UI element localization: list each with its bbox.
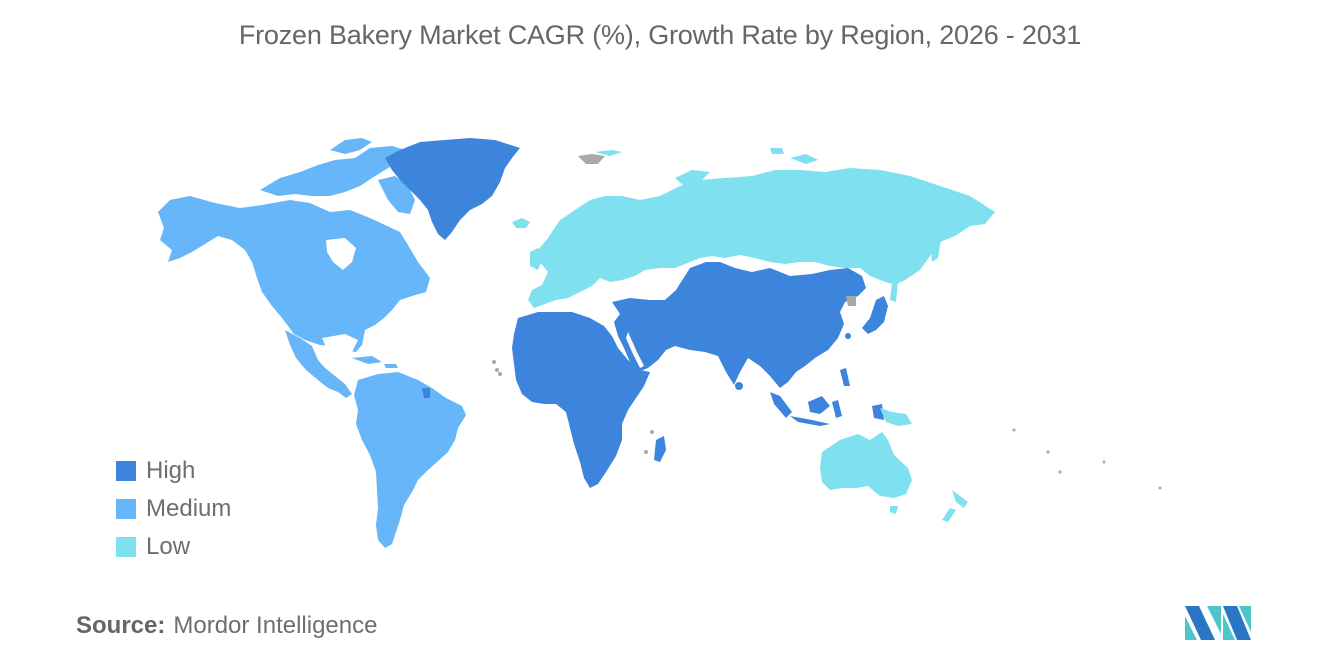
region-north-america xyxy=(158,138,430,398)
minor-islands xyxy=(492,360,1162,490)
region-greenland xyxy=(385,138,520,240)
legend-label: Low xyxy=(146,533,191,560)
north-korea xyxy=(846,296,856,306)
legend-swatch-high xyxy=(116,461,136,481)
legend-item-high: High xyxy=(116,452,231,490)
mordor-logo-icon xyxy=(1185,606,1251,640)
svalbard xyxy=(578,154,605,164)
legend-swatch-medium xyxy=(116,499,136,519)
region-oceania xyxy=(820,408,968,522)
source-label: Source: xyxy=(76,612,166,639)
legend-label: High xyxy=(146,457,196,484)
chart-title: Frozen Bakery Market CAGR (%), Growth Ra… xyxy=(238,20,1082,50)
legend-item-medium: Medium xyxy=(116,490,231,528)
region-africa-asia xyxy=(512,262,888,488)
source-attribution: Source: Mordor Intelligence xyxy=(76,612,377,640)
region-europe-russia xyxy=(512,148,995,308)
legend: High Medium Low xyxy=(116,452,231,566)
source-value: Mordor Intelligence xyxy=(173,612,378,639)
legend-swatch-low xyxy=(116,537,136,557)
french-guiana xyxy=(422,388,430,398)
region-south-america xyxy=(354,372,466,548)
legend-item-low: Low xyxy=(116,528,231,566)
legend-label: Medium xyxy=(146,495,232,522)
